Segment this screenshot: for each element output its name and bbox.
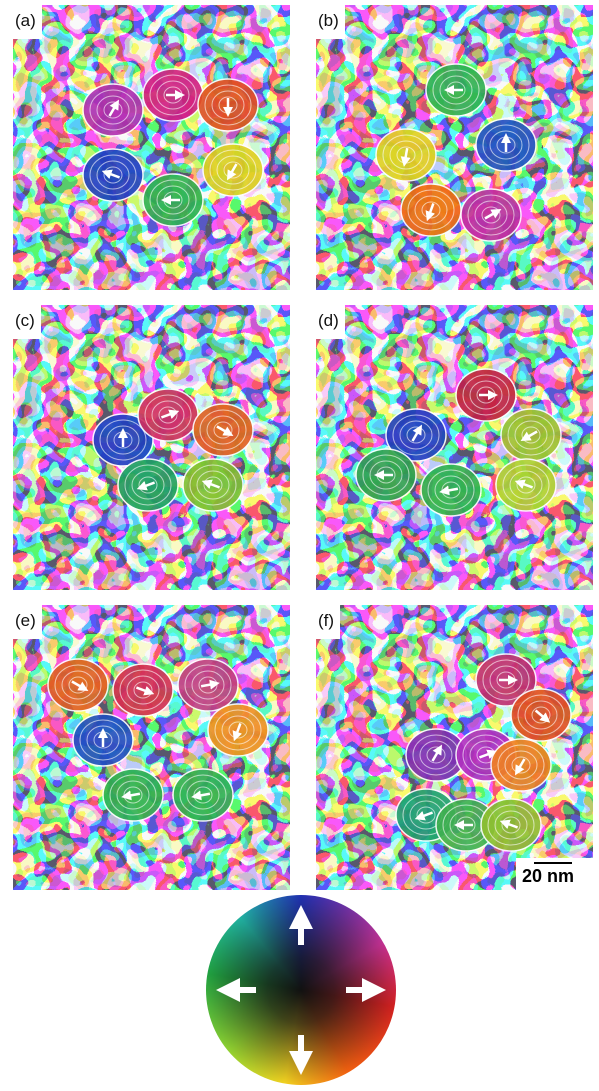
wheel-arrows xyxy=(206,895,396,1085)
panel: (c) xyxy=(13,305,290,590)
micrograph xyxy=(316,305,593,590)
panel-label: (e) xyxy=(13,605,42,639)
micrograph xyxy=(13,305,290,590)
micrograph xyxy=(316,605,593,890)
micrograph xyxy=(13,5,290,290)
micrograph xyxy=(13,605,290,890)
panel-label: (d) xyxy=(316,305,345,339)
panel-label: (f) xyxy=(316,605,340,639)
panel: (e) xyxy=(13,605,290,890)
background-texture xyxy=(316,5,593,290)
micrograph xyxy=(316,5,593,290)
scale-bar: 20 nm xyxy=(516,858,596,890)
panel-label: (a) xyxy=(13,5,42,39)
panel: (a) xyxy=(13,5,290,290)
scale-label: 20 nm xyxy=(522,866,574,887)
panel: (d) xyxy=(316,305,593,590)
panel-label: (b) xyxy=(316,5,345,39)
panel: (b) xyxy=(316,5,593,290)
panel: (f) xyxy=(316,605,593,890)
figure: (a) (b) (c) (d) (e) (f) 20 nm xyxy=(0,0,599,1091)
panel-label: (c) xyxy=(13,305,41,339)
